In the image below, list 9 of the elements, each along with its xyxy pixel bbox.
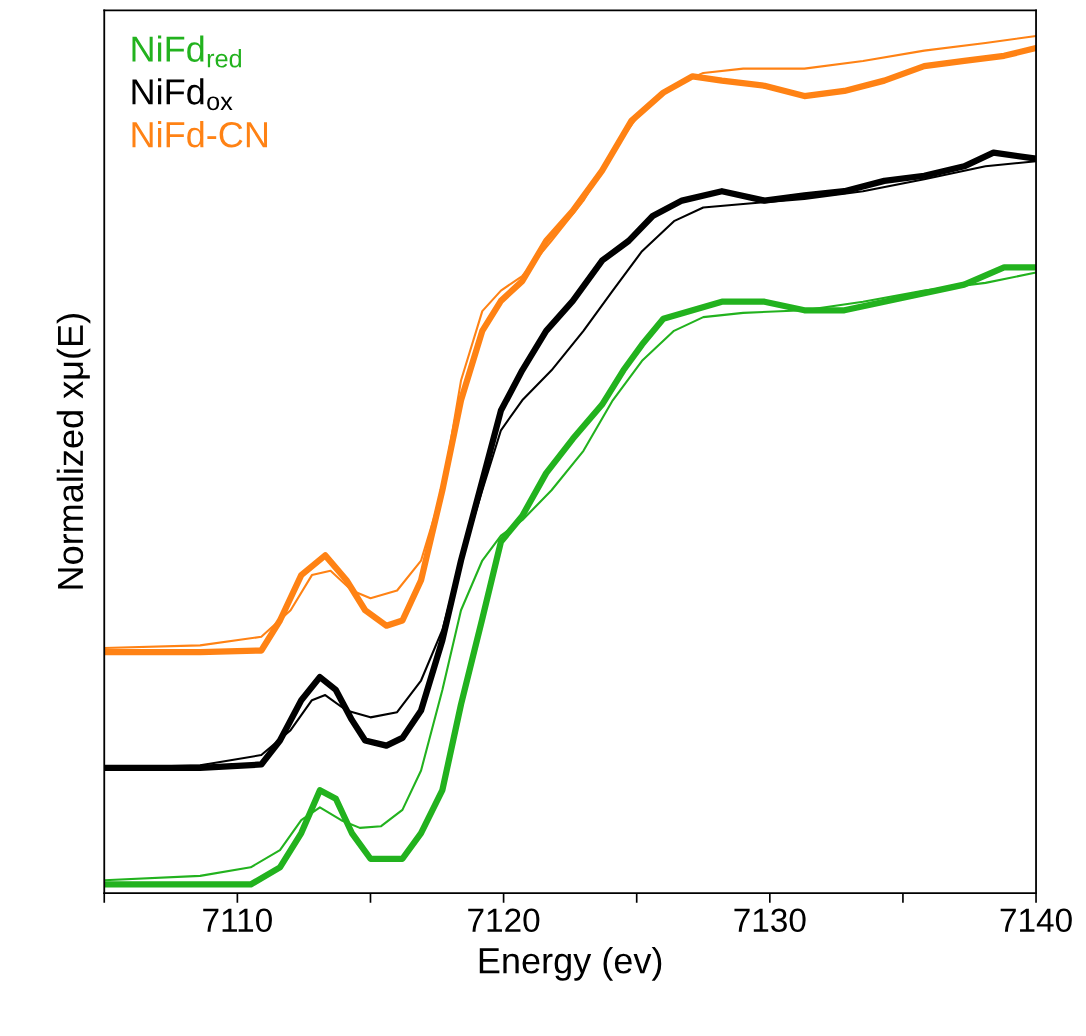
x-tick-label: 7110: [203, 908, 272, 933]
text: NiFd-CN: [132, 121, 268, 148]
x-tick-label: 7130: [734, 908, 806, 933]
text: NiFd$_{red}$: [132, 35, 242, 68]
x-tick-label: 7140: [1000, 908, 1072, 933]
x-tick-label: 7120: [468, 908, 540, 933]
x-axis-title: Energy (ev): [479, 947, 662, 981]
text: NiFd$_{ox}$: [132, 78, 233, 111]
y-axis-title: Normalized xμ(E): [56, 314, 91, 589]
